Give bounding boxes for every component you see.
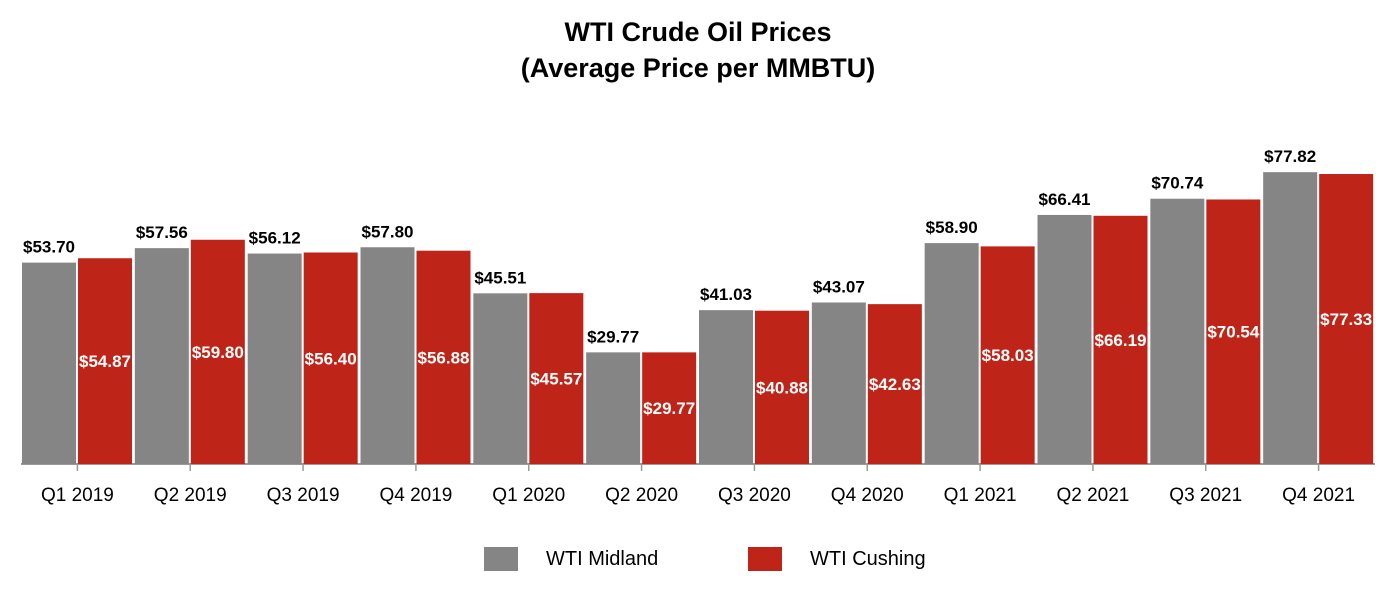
data-label-cushing-12: $77.33	[1320, 310, 1372, 329]
chart-title: WTI Crude Oil Prices	[564, 17, 832, 47]
bar-midland-9	[924, 243, 979, 464]
bar-midland-5	[473, 293, 528, 464]
x-tick-label-7: Q3 2020	[718, 485, 791, 506]
data-label-cushing-6: $29.77	[643, 399, 695, 418]
legend-item-cushing: WTI Cushing	[748, 544, 926, 574]
x-tick-label-9: Q1 2021	[944, 485, 1017, 506]
legend-swatch-midland	[484, 547, 518, 571]
x-tick-label-6: Q2 2020	[605, 485, 678, 506]
bar-midland-3	[247, 253, 302, 464]
data-label-midland-4: $57.80	[362, 222, 414, 241]
data-label-midland-9: $58.90	[926, 218, 978, 237]
x-tick-label-4: Q4 2019	[379, 485, 452, 506]
bar-midland-12	[1263, 172, 1318, 465]
x-tick-label-8: Q4 2020	[831, 485, 904, 506]
data-label-midland-6: $29.77	[587, 327, 639, 346]
data-label-cushing-10: $66.19	[1095, 331, 1147, 350]
data-label-cushing-11: $70.54	[1207, 323, 1260, 342]
bar-cushing-4	[416, 250, 471, 464]
bar-cushing-8	[867, 304, 922, 464]
bar-midland-8	[811, 302, 866, 464]
bar-cushing-10	[1093, 215, 1148, 464]
legend-label-midland: WTI Midland	[546, 547, 659, 570]
x-tick-label-3: Q3 2019	[267, 485, 340, 506]
data-label-midland-2: $57.56	[136, 223, 188, 242]
bar-cushing-9	[980, 246, 1035, 464]
chart-title-block: WTI Crude Oil Prices (Average Price per …	[0, 14, 1396, 86]
x-tick-label-11: Q3 2021	[1169, 485, 1242, 506]
bar-midland-6	[586, 352, 641, 464]
data-label-midland-10: $66.41	[1039, 190, 1091, 209]
data-label-cushing-9: $58.03	[982, 346, 1034, 365]
data-label-cushing-2: $59.80	[192, 343, 244, 362]
x-tick-label-1: Q1 2019	[41, 485, 114, 506]
data-label-cushing-4: $56.88	[418, 348, 470, 367]
data-label-midland-7: $41.03	[700, 285, 752, 304]
data-label-midland-11: $70.74	[1151, 174, 1204, 193]
data-label-midland-1: $53.70	[23, 238, 75, 257]
legend: WTI Midland WTI Cushing	[0, 544, 1396, 574]
bar-cushing-2	[190, 239, 245, 464]
bar-midland-10	[1037, 214, 1092, 464]
bar-midland-4	[360, 247, 415, 464]
bar-cushing-7	[755, 310, 809, 464]
bar-cushing-11	[1206, 199, 1261, 464]
bar-cushing-3	[303, 252, 358, 464]
data-label-cushing-3: $56.40	[305, 349, 357, 368]
bar-midland-7	[699, 310, 753, 464]
x-tick-label-5: Q1 2020	[492, 485, 565, 506]
bar-cushing-12	[1319, 174, 1374, 464]
data-label-midland-8: $43.07	[813, 277, 865, 296]
bar-chart: $53.70 $54.87 Q1 2019 $57.56 $59.80 Q2 2019 $5…	[21, 147, 1375, 506]
data-label-midland-3: $56.12	[249, 229, 301, 248]
legend-swatch-cushing	[748, 547, 782, 571]
data-label-cushing-1: $54.87	[79, 352, 131, 371]
data-label-cushing-7: $40.88	[756, 378, 808, 397]
chart-subtitle: (Average Price per MMBTU)	[520, 53, 876, 83]
x-tick-label-2: Q2 2019	[154, 485, 227, 506]
x-tick-label-10: Q2 2021	[1056, 485, 1129, 506]
bar-midland-1	[22, 262, 76, 464]
legend-item-midland: WTI Midland	[484, 544, 658, 574]
data-label-cushing-8: $42.63	[869, 375, 921, 394]
bar-midland-2	[134, 248, 189, 464]
legend-label-cushing: WTI Cushing	[810, 547, 926, 570]
bar-cushing-1	[78, 258, 132, 464]
data-label-midland-5: $45.51	[474, 268, 526, 287]
bar-midland-11	[1150, 198, 1205, 464]
data-label-cushing-5: $45.57	[530, 370, 582, 389]
x-tick-label-12: Q4 2021	[1282, 485, 1355, 506]
data-label-midland-12: $77.82	[1264, 147, 1316, 166]
bar-cushing-6	[642, 352, 697, 464]
bar-cushing-5	[529, 293, 584, 464]
